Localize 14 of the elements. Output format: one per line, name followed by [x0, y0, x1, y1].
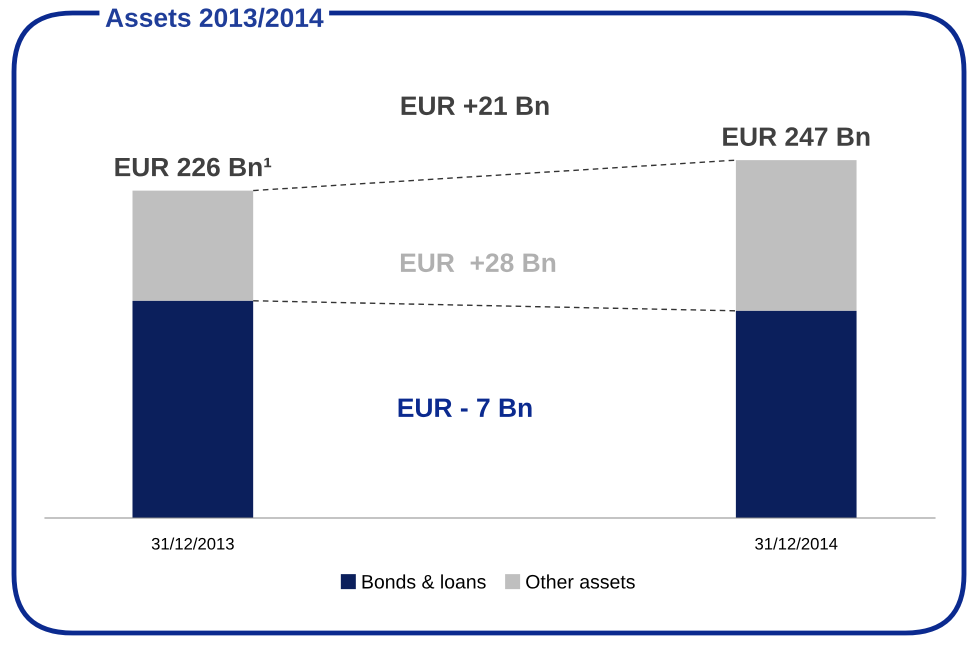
text: EUR +21 Bn: [402, 96, 549, 116]
total-label: EUR 247 Bn: [723, 127, 870, 146]
annotation: EUR +28 Bn: [400, 253, 556, 272]
bar: [736, 310, 857, 518]
bar: [132, 300, 254, 518]
annotation: EUR - 7 Bn: [398, 398, 532, 418]
legend-label: Bonds & loans: [362, 574, 486, 589]
chart-title: Assets 2013/2014: [106, 8, 324, 28]
x-tick-label: 31/12/2013: [152, 537, 234, 550]
total-label: EUR 226 Bn¹: [115, 158, 272, 176]
bar: [132, 190, 254, 301]
x-tick-label: 31/12/2014: [755, 537, 838, 550]
bar: [736, 160, 857, 311]
legend-label: Other assets: [526, 574, 635, 589]
